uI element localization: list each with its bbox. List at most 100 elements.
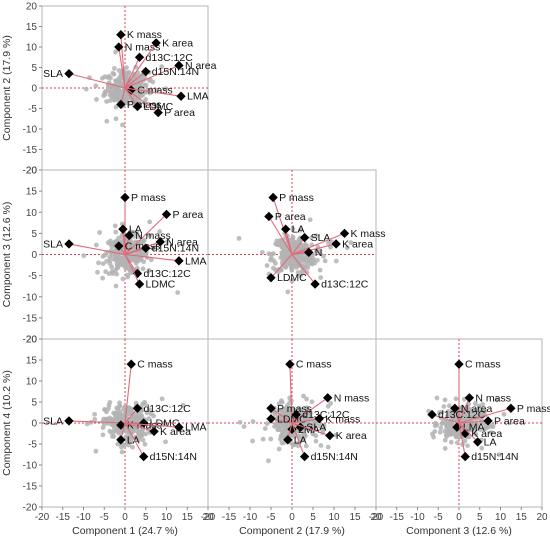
y-tick-label: 0 — [31, 84, 37, 95]
loading-marker — [134, 279, 145, 289]
observation-point — [104, 118, 110, 124]
observation-point — [278, 398, 284, 404]
vector-label: P mass — [277, 403, 312, 415]
loading-marker — [116, 30, 126, 40]
x-axis-title: Component 1 (24.7 %) — [72, 525, 178, 537]
y-tick-label: -10 — [23, 292, 38, 303]
loading-marker — [310, 279, 320, 289]
y-tick-label: -20 — [23, 335, 38, 346]
observation-point — [310, 258, 316, 264]
observation-point — [438, 425, 444, 431]
y-tick-label: -20 — [23, 166, 38, 177]
vector-label: LMA — [185, 255, 207, 267]
observation-point — [277, 426, 283, 432]
y-tick-label: -10 — [23, 461, 38, 472]
x-tick-label: 10 — [495, 512, 507, 523]
observation-point — [118, 255, 123, 261]
observation-point — [120, 122, 125, 128]
observation-point — [325, 444, 331, 450]
observation-point — [163, 86, 169, 92]
observation-point — [113, 283, 119, 289]
loading-vector — [124, 422, 145, 457]
observation-point — [250, 438, 255, 444]
observation-point — [348, 240, 354, 246]
observation-point — [446, 403, 452, 409]
observation-point — [306, 261, 312, 267]
observation-point — [93, 448, 99, 454]
observation-point — [479, 445, 485, 451]
observation-point — [112, 256, 118, 261]
observation-point — [237, 419, 243, 425]
observation-point — [93, 242, 99, 248]
loading-marker — [155, 237, 165, 247]
observation-point — [117, 404, 123, 409]
loading-vector — [124, 254, 141, 285]
observation-point — [473, 401, 478, 406]
observation-point — [292, 239, 298, 245]
observation-point — [496, 452, 502, 458]
observation-point — [107, 399, 113, 405]
y-tick-label: 10 — [26, 377, 38, 388]
observation-point — [114, 271, 120, 277]
observation-point — [112, 223, 118, 229]
observation-point — [286, 409, 292, 415]
x-tick-label: 20 — [202, 512, 214, 523]
observation-point — [290, 234, 296, 240]
observation-point — [129, 256, 134, 261]
loading-marker — [266, 273, 276, 283]
observation-point — [271, 251, 276, 256]
observation-point — [84, 421, 90, 427]
observation-point — [439, 409, 445, 415]
loading-vector — [68, 73, 126, 89]
loading-vector — [291, 422, 306, 457]
observation-point — [164, 239, 170, 245]
observation-point — [285, 289, 291, 295]
y-tick-label: 10 — [26, 43, 38, 54]
observation-point — [278, 238, 283, 243]
vector-label: P mass — [517, 403, 550, 415]
observation-point — [445, 413, 450, 419]
observation-point — [94, 97, 99, 102]
observation-point — [483, 425, 488, 431]
loading-vector — [124, 213, 167, 255]
observation-point — [278, 433, 284, 439]
loading-vector — [118, 46, 126, 89]
observation-point — [279, 440, 285, 446]
observation-point — [180, 402, 186, 408]
observation-point — [318, 443, 324, 448]
x-tick-label: 10 — [328, 512, 340, 523]
vector-label: K mass — [325, 413, 360, 425]
observation-point — [162, 421, 167, 426]
vector-label: C mass — [465, 359, 501, 371]
y-tick-label: 20 — [26, 335, 38, 346]
observation-point — [304, 405, 309, 411]
observation-point — [159, 396, 165, 402]
vector-label: SLA — [306, 422, 326, 434]
observation-point — [126, 69, 132, 75]
observation-point — [276, 408, 282, 414]
observation-point — [109, 264, 115, 270]
observation-point — [117, 262, 122, 267]
x-tick-label: -10 — [410, 512, 425, 523]
y-axis-title: Component 2 (17.9 %) — [1, 35, 13, 141]
vector-label: SLA — [43, 415, 63, 427]
loading-vector — [268, 216, 293, 255]
loading-marker — [174, 256, 184, 266]
vector-label: N — [315, 247, 323, 259]
x-tick-label: 0 — [456, 512, 462, 523]
observation-point — [442, 446, 448, 451]
observation-point — [262, 426, 268, 431]
observation-point — [264, 421, 270, 427]
loading-marker — [126, 85, 136, 95]
loading-marker — [126, 359, 136, 369]
vector-label: N area — [185, 60, 217, 72]
observation-point — [100, 254, 106, 259]
vector-label: d13C:12C — [143, 403, 191, 415]
observation-point — [100, 275, 106, 281]
y-tick-label: 5 — [31, 229, 37, 240]
observation-point — [119, 444, 124, 450]
vector-label: LA — [127, 434, 140, 446]
loading-marker — [139, 418, 149, 428]
